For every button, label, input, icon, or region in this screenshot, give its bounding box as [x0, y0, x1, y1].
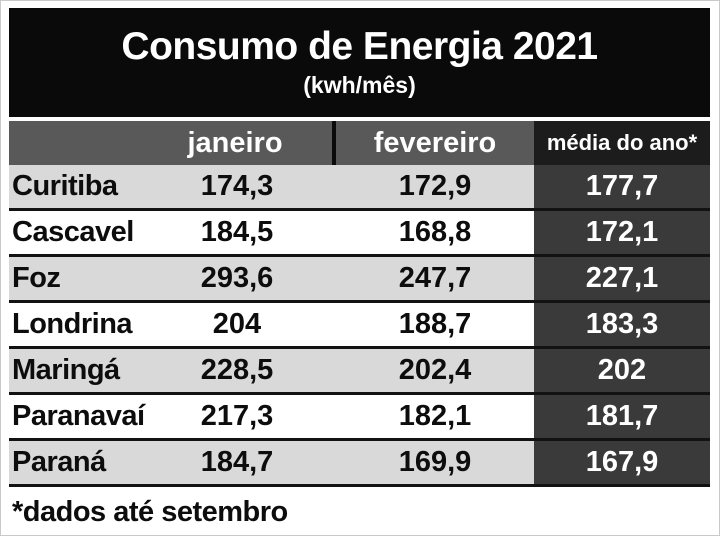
cell-media-do-ano: 202	[534, 349, 710, 392]
header-cell-media-do-ano: média do ano*	[534, 121, 710, 165]
table-row-paranavai: Paranavaí 217,3 182,1 181,7	[9, 395, 710, 441]
cell-media-do-ano: 181,7	[534, 395, 710, 438]
cell-fevereiro: 172,9	[398, 170, 472, 202]
row-label: Maringá	[12, 354, 120, 386]
cell-janeiro: 204	[212, 308, 262, 340]
row-label: Londrina	[12, 308, 133, 340]
cell-media-do-ano: 172,1	[534, 211, 710, 254]
row-label: Paraná	[12, 446, 106, 478]
cell-media-do-ano: 177,7	[534, 165, 710, 208]
page-subtitle: (kwh/mês)	[303, 71, 416, 98]
cell-fevereiro: 247,7	[398, 262, 472, 294]
page-title: Consumo de Energia 2021	[121, 25, 598, 69]
cell-janeiro: 228,5	[200, 354, 274, 386]
table-row-londrina: Londrina 204 188,7 183,3	[9, 303, 710, 349]
title-table-divider	[9, 117, 710, 121]
row-label: Paranavaí	[12, 400, 145, 432]
header-cell-janeiro: janeiro	[138, 121, 336, 165]
cell-media-do-ano: 227,1	[534, 257, 710, 300]
header-cell-city	[9, 121, 138, 165]
cell-fevereiro: 202,4	[398, 354, 472, 386]
cell-media-do-ano: 183,3	[534, 303, 710, 346]
table-row-curitiba: Curitiba 174,3 172,9 177,7	[9, 165, 710, 211]
cell-fevereiro: 182,1	[398, 400, 472, 432]
table-row-foz: Foz 293,6 247,7 227,1	[9, 257, 710, 303]
cell-janeiro: 174,3	[200, 170, 274, 202]
cell-janeiro: 217,3	[200, 400, 274, 432]
row-label: Foz	[12, 262, 61, 294]
title-block: Consumo de Energia 2021 (kwh/mês)	[9, 8, 710, 117]
consumption-table: janeiro fevereiro média do ano* Curitiba…	[9, 121, 710, 487]
table-header-row: janeiro fevereiro média do ano*	[9, 121, 710, 165]
cell-media-do-ano: 167,9	[534, 441, 710, 484]
cell-janeiro: 293,6	[200, 262, 274, 294]
table-row-cascavel: Cascavel 184,5 168,8 172,1	[9, 211, 710, 257]
footnote: *dados até setembro	[12, 496, 288, 528]
cell-janeiro: 184,7	[200, 446, 274, 478]
row-label: Cascavel	[12, 216, 134, 248]
row-label: Curitiba	[12, 170, 118, 202]
cell-fevereiro: 188,7	[398, 308, 472, 340]
table-row-maringa: Maringá 228,5 202,4 202	[9, 349, 710, 395]
cell-janeiro: 184,5	[200, 216, 274, 248]
cell-fevereiro: 169,9	[398, 446, 472, 478]
table-row-parana: Paraná 184,7 169,9 167,9	[9, 441, 710, 487]
cell-fevereiro: 168,8	[398, 216, 472, 248]
header-cell-fevereiro: fevereiro	[373, 126, 497, 159]
